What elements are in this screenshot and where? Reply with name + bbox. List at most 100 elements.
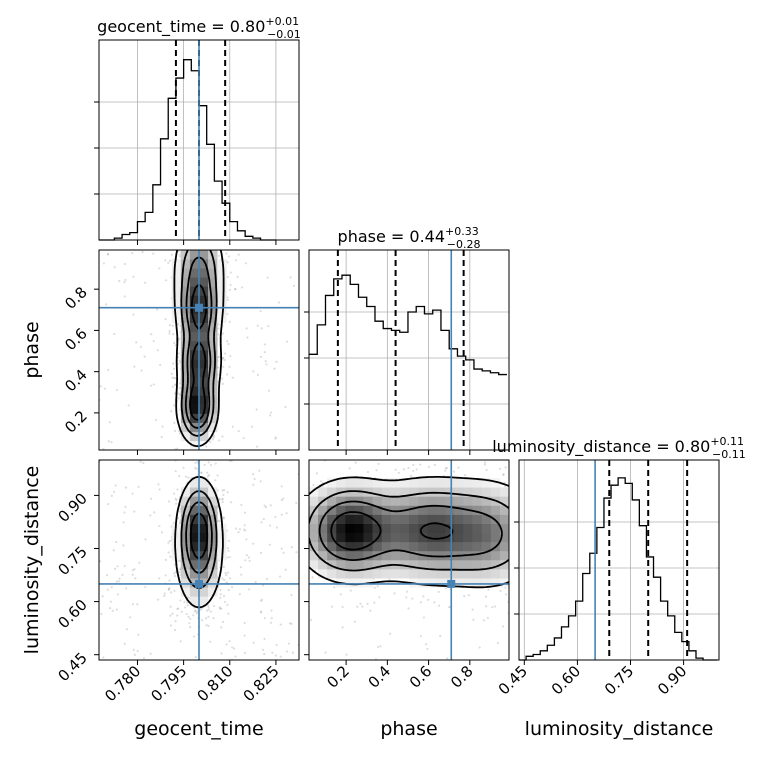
scatter-point	[419, 635, 422, 638]
density-cell	[345, 550, 355, 561]
scatter-point	[218, 606, 221, 609]
scatter-point	[271, 651, 274, 654]
scatter-point	[349, 589, 352, 592]
scatter-point	[183, 600, 186, 604]
density-cell	[418, 523, 428, 534]
scatter-point	[178, 359, 181, 362]
density-cell	[199, 431, 209, 442]
density-cell	[436, 578, 446, 588]
scatter-point	[242, 436, 245, 440]
scatter-point	[113, 490, 116, 494]
scatter-point	[339, 593, 342, 596]
density-cell	[208, 541, 218, 552]
scatter-point	[226, 556, 229, 559]
contour-level	[309, 490, 509, 572]
density-cell	[318, 550, 328, 561]
panel-title-luminosity_distance: luminosity_distance = 0.80+0.11 −0.11	[492, 435, 746, 461]
density-cell	[472, 532, 483, 543]
density-cell	[199, 359, 209, 369]
density-cell	[436, 505, 446, 515]
y-tick-label: 0.45	[54, 649, 90, 685]
scatter-point	[222, 565, 225, 569]
density-cell	[490, 578, 501, 588]
scatter-point	[426, 647, 429, 651]
scatter-point	[259, 599, 263, 602]
x-tick-label: 0.780	[101, 662, 144, 705]
scatter-point	[225, 581, 228, 584]
pair-panel-phase_vs_geocent_time	[94, 249, 300, 455]
density-cell	[372, 523, 383, 534]
density-cell	[189, 304, 200, 314]
density-cell	[180, 550, 191, 561]
scatter-point	[245, 538, 248, 541]
density-cell	[463, 532, 473, 543]
scatter-point	[409, 474, 413, 477]
scatter-point	[123, 281, 126, 284]
density-cell	[199, 259, 209, 269]
scatter-point	[177, 607, 180, 610]
scatter-point	[209, 610, 212, 613]
density-cell	[399, 560, 410, 570]
scatter-point	[178, 337, 181, 340]
density-cell	[189, 350, 200, 360]
density-cell	[436, 523, 446, 534]
scatter-point	[237, 253, 240, 256]
scatter-point	[222, 516, 225, 519]
scatter-point	[116, 593, 120, 596]
density-cell	[381, 496, 392, 506]
scatter-point	[196, 610, 199, 613]
density-cell	[436, 478, 446, 488]
scatter-point	[218, 497, 221, 500]
scatter-point	[496, 641, 500, 644]
scatter-point	[471, 608, 474, 611]
scatter-point	[227, 255, 231, 258]
contour-lines	[173, 250, 225, 448]
scatter-point	[169, 605, 172, 608]
density-cell	[354, 550, 364, 561]
scatter-point	[189, 626, 192, 629]
density-cell	[180, 386, 191, 396]
scatter-point	[170, 253, 174, 256]
scatter-point	[361, 605, 364, 608]
scatter-point	[422, 616, 426, 619]
contour-lines	[174, 475, 224, 609]
scatter-point	[228, 556, 231, 559]
density-cell	[499, 487, 509, 497]
density-cell	[171, 259, 182, 269]
scatter-point	[178, 386, 182, 390]
scatter-point	[117, 580, 120, 583]
scatter-point	[244, 529, 247, 532]
scatter-point	[212, 617, 215, 620]
scatter-point	[427, 465, 431, 468]
density-cell	[463, 569, 473, 579]
scatter-point	[171, 376, 174, 379]
x-tick-label: 0.90	[654, 662, 690, 698]
scatter-point	[247, 556, 251, 559]
panel-frame	[308, 459, 510, 661]
density-cell	[180, 413, 191, 424]
scatter-point	[505, 593, 508, 596]
scatter-point	[149, 497, 153, 500]
scatter-point	[159, 363, 162, 367]
scatter-point	[243, 511, 247, 514]
scatter-point	[179, 255, 182, 258]
scatter-point	[270, 609, 273, 612]
x-tick-label: 0.6	[406, 662, 436, 692]
density-cell	[199, 532, 209, 543]
scatter-point	[105, 303, 108, 306]
scatter-point	[204, 617, 208, 620]
scatter-point	[182, 466, 185, 469]
scatter-point	[174, 377, 177, 380]
density-cell	[208, 331, 218, 342]
density-cell	[199, 422, 209, 433]
scatter-point	[124, 505, 127, 508]
scatter-point	[229, 283, 232, 287]
panel-frame	[518, 459, 720, 661]
scatter-point	[110, 494, 113, 497]
density-cell	[381, 487, 392, 497]
scatter-point	[132, 313, 135, 316]
scatter-point	[255, 408, 258, 411]
density-cell	[390, 514, 401, 524]
pair-panel-luminosity_distance_vs_phase	[304, 459, 510, 665]
scatter-point	[252, 542, 255, 545]
